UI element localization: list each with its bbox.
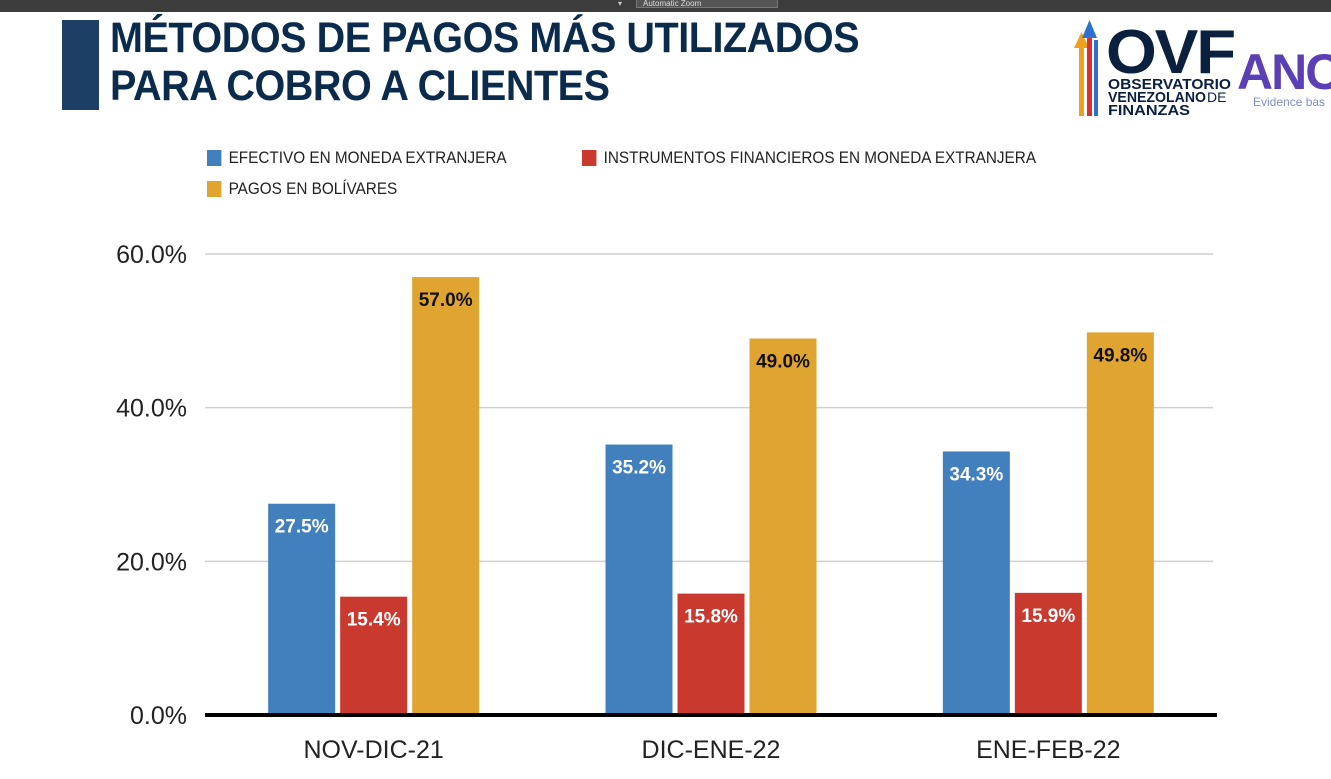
x-tick-label: NOV-DIC-21	[304, 736, 444, 764]
y-tick-label: 20.0%	[116, 548, 187, 576]
page-title-line-2: PARA COBRO A CLIENTES	[110, 62, 610, 110]
data-label: 35.2%	[612, 458, 666, 479]
viewer-toolbar: ▾ Automatic Zoom	[0, 0, 1331, 12]
legend-label-instrumentos: INSTRUMENTOS FINANCIEROS EN MONEDA EXTRA…	[603, 148, 1037, 167]
bar	[749, 338, 817, 715]
y-tick-label: 0.0%	[130, 702, 187, 730]
legend-label-efectivo: EFECTIVO EN MONEDA EXTRANJERA	[228, 148, 507, 167]
data-labels: 27.5% 15.4% 57.0% 35.2% 15.8% 49.0% 34.3% 15.9%…	[275, 290, 1148, 631]
bars	[268, 277, 1154, 715]
legend-item-efectivo: EFECTIVO EN MONEDA EXTRANJERA	[207, 148, 507, 168]
legend-swatch-efectivo	[207, 150, 222, 166]
data-label: 15.4%	[347, 610, 401, 631]
bar	[1086, 332, 1154, 715]
zoom-select[interactable]: Automatic Zoom	[636, 0, 778, 8]
data-label: 34.3%	[949, 464, 1003, 485]
y-tick-label: 40.0%	[116, 395, 187, 423]
page-title-line-1: MÉTODOS DE PAGOS MÁS UTILIZADOS	[110, 14, 860, 62]
bar	[1014, 592, 1082, 715]
data-label: 57.0%	[419, 290, 473, 311]
title-accent-bar	[62, 20, 99, 110]
logo-line-3: FINANZAS	[1108, 102, 1190, 119]
logo-line-2-suffix: DE	[1207, 89, 1226, 105]
data-label: 49.8%	[1093, 345, 1147, 366]
x-tick-label: DIC-ENE-22	[642, 736, 781, 764]
gridlines	[205, 253, 1213, 563]
bar	[412, 277, 480, 715]
data-label: 27.5%	[275, 517, 329, 538]
logo-line-1: OBSERVATORIO	[1108, 76, 1231, 93]
bar	[942, 451, 1010, 715]
chevron-down-icon[interactable]: ▾	[618, 0, 623, 8]
y-axis-tick-labels: 0.0% 20.0% 40.0% 60.0%	[116, 241, 187, 730]
ovf-logo: OVF OBSERVATORIO VENEZOLANO DE FINANZAS …	[1074, 18, 1331, 119]
bar	[340, 596, 408, 715]
page-title: MÉTODOS DE PAGOS MÁS UTILIZADOS PARA COB…	[110, 14, 860, 110]
data-label: 15.9%	[1021, 606, 1075, 627]
data-label: 49.0%	[756, 352, 810, 373]
y-tick-label: 60.0%	[116, 241, 187, 269]
data-label: 15.8%	[684, 607, 738, 628]
x-tick-label: ENE-FEB-22	[976, 736, 1120, 764]
legend-swatch-bolivares	[207, 181, 222, 197]
bar	[605, 444, 673, 715]
legend-swatch-instrumentos	[582, 150, 597, 166]
chart-legend: EFECTIVO EN MONEDA EXTRANJERA INSTRUMENT…	[207, 148, 1167, 204]
legend-item-instrumentos: INSTRUMENTOS FINANCIEROS EN MONEDA EXTRA…	[582, 148, 1036, 168]
legend-label-bolivares: PAGOS EN BOLÍVARES	[228, 179, 398, 198]
logo-line-2: VENEZOLANO	[1108, 89, 1206, 106]
bar	[677, 593, 745, 715]
logo-ovf-text: OVF	[1106, 18, 1234, 87]
logo-arrows-icon	[1074, 20, 1098, 116]
partner-logo-text: ANC	[1237, 44, 1331, 100]
x-axis-tick-labels: NOV-DIC-21 DIC-ENE-22 ENE-FEB-22	[304, 736, 1121, 764]
legend-item-bolivares: PAGOS EN BOLÍVARES	[207, 179, 397, 199]
partner-tagline: Evidence bas	[1253, 95, 1325, 109]
bar	[268, 503, 336, 715]
